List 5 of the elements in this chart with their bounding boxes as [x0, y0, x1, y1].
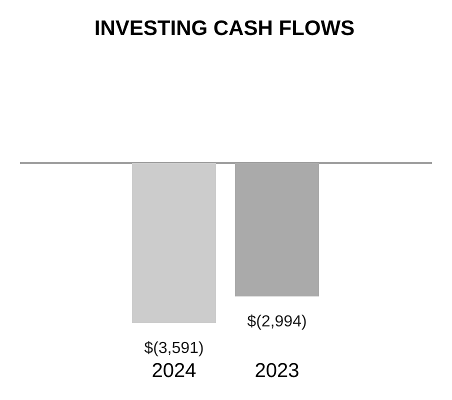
chart-title: INVESTING CASH FLOWS — [96, 20, 354, 36]
x-tick-label: 2024 — [152, 363, 196, 378]
data-label: $(3,591) — [144, 341, 203, 356]
data-label: $(2,994) — [247, 314, 306, 330]
x-tick-label: 2023 — [256, 363, 298, 378]
